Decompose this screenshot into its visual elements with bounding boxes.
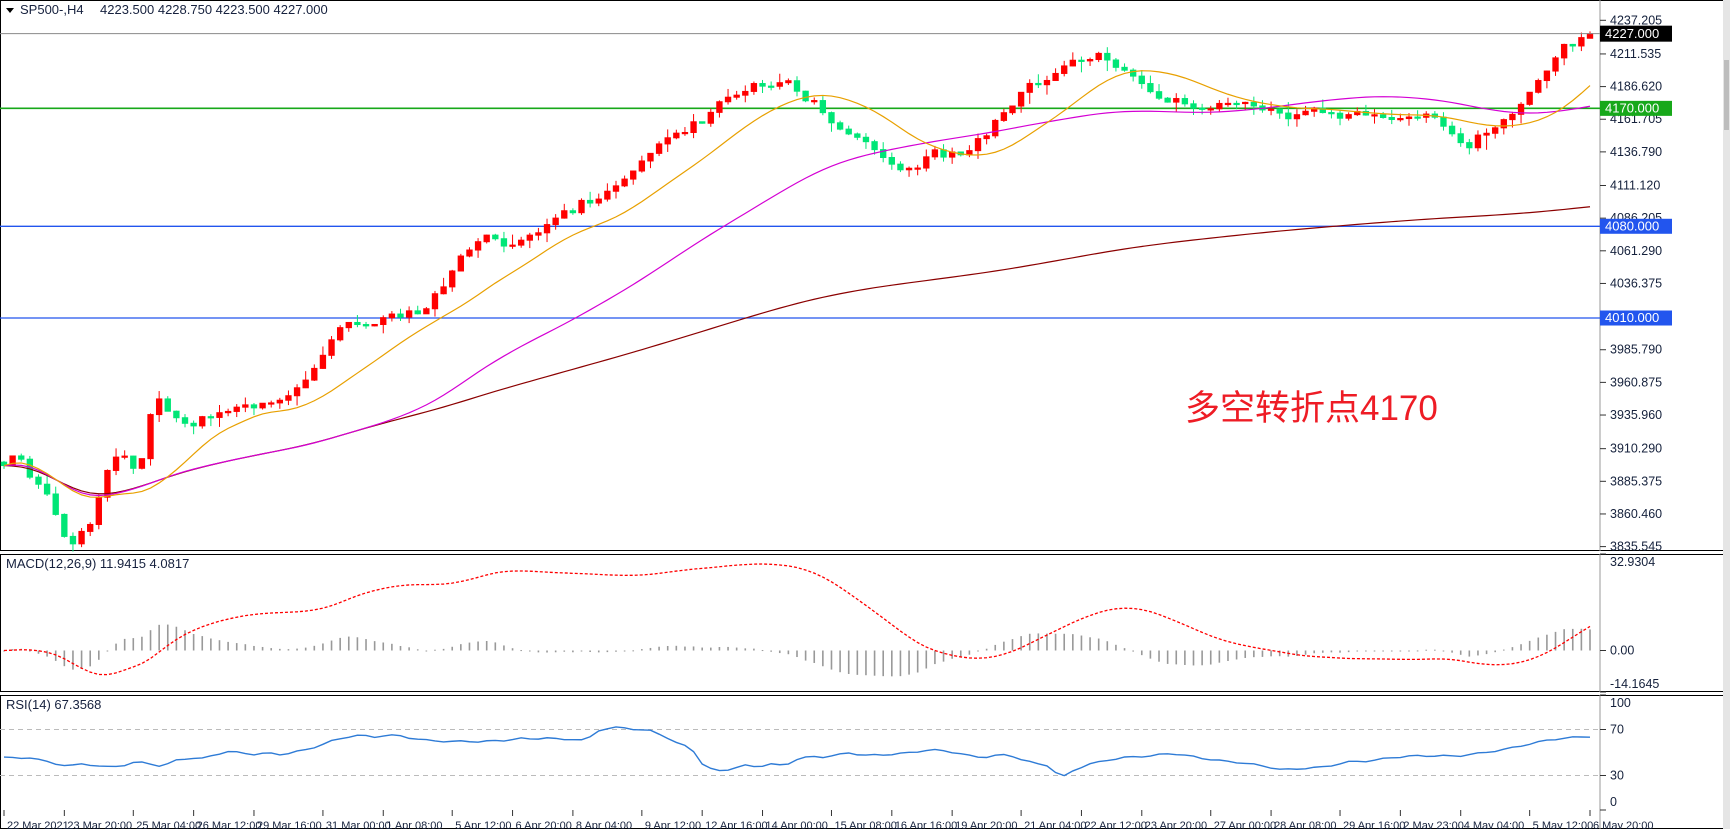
svg-text:4223.500 4228.750 4223.500 422: 4223.500 4228.750 4223.500 4227.000 [100,2,328,17]
svg-text:1 Apr 08:00: 1 Apr 08:00 [386,820,442,829]
svg-text:3885.375: 3885.375 [1610,474,1662,488]
svg-text:4186.620: 4186.620 [1610,80,1662,94]
svg-text:4061.290: 4061.290 [1610,244,1662,258]
svg-text:23 Apr 20:00: 23 Apr 20:00 [1145,820,1207,829]
svg-text:3935.960: 3935.960 [1610,408,1662,422]
svg-text:27 Apr 00:00: 27 Apr 00:00 [1214,820,1276,829]
svg-text:29 Apr 16:00: 29 Apr 16:00 [1343,820,1405,829]
svg-text:6 May 20:00: 6 May 20:00 [1593,820,1654,829]
svg-text:22 Apr 12:00: 22 Apr 12:00 [1084,820,1146,829]
svg-text:14 Apr 00:00: 14 Apr 00:00 [766,820,828,829]
svg-text:22 Mar 2021: 22 Mar 2021 [7,820,69,829]
svg-text:5 May 12:00: 5 May 12:00 [1533,820,1594,829]
svg-text:19 Apr 20:00: 19 Apr 20:00 [955,820,1017,829]
svg-text:4080.000: 4080.000 [1605,218,1659,233]
svg-text:31 Mar 00:00: 31 Mar 00:00 [326,820,391,829]
svg-text:8 Apr 04:00: 8 Apr 04:00 [576,820,632,829]
svg-text:4010.000: 4010.000 [1605,310,1659,325]
svg-text:32.9304: 32.9304 [1610,555,1655,569]
svg-text:4111.120: 4111.120 [1610,179,1660,193]
svg-text:RSI(14) 67.3568: RSI(14) 67.3568 [6,697,101,712]
svg-text:6 Apr 20:00: 6 Apr 20:00 [516,820,572,829]
svg-text:26 Mar 12:00: 26 Mar 12:00 [197,820,262,829]
svg-text:29 Mar 16:00: 29 Mar 16:00 [257,820,322,829]
svg-text:3960.875: 3960.875 [1610,375,1662,389]
svg-text:3835.545: 3835.545 [1610,540,1662,554]
svg-text:4 May 04:00: 4 May 04:00 [1464,820,1525,829]
svg-text:3910.290: 3910.290 [1610,442,1662,456]
svg-text:-14.1645: -14.1645 [1610,677,1659,691]
svg-text:3985.790: 3985.790 [1610,343,1662,357]
svg-text:15 Apr 08:00: 15 Apr 08:00 [834,820,896,829]
svg-text:0: 0 [1610,795,1617,809]
svg-text:9 Apr 12:00: 9 Apr 12:00 [645,820,701,829]
svg-text:25 Mar 04:00: 25 Mar 04:00 [136,820,201,829]
svg-text:4211.535: 4211.535 [1610,47,1661,61]
svg-text:SP500-,H4: SP500-,H4 [20,2,84,17]
svg-text:2 May 23:00: 2 May 23:00 [1403,820,1464,829]
svg-text:5 Apr 12:00: 5 Apr 12:00 [455,820,511,829]
svg-text:MACD(12,26,9) 11.9415 4.0817: MACD(12,26,9) 11.9415 4.0817 [6,556,189,571]
svg-text:23 Mar 20:00: 23 Mar 20:00 [67,820,132,829]
svg-text:4170.000: 4170.000 [1605,100,1659,115]
svg-text:16 Apr 16:00: 16 Apr 16:00 [895,820,957,829]
svg-text:4227.000: 4227.000 [1605,26,1659,41]
svg-text:多空转折点4170: 多空转折点4170 [1185,389,1438,428]
svg-text:12 Apr 16:00: 12 Apr 16:00 [705,820,767,829]
svg-text:21 Apr 04:00: 21 Apr 04:00 [1024,820,1086,829]
svg-text:30: 30 [1610,769,1624,783]
svg-text:100: 100 [1610,696,1631,710]
svg-text:70: 70 [1610,723,1624,737]
svg-text:4136.790: 4136.790 [1610,145,1662,159]
svg-text:4036.375: 4036.375 [1610,276,1662,290]
svg-text:3860.460: 3860.460 [1610,507,1662,521]
svg-text:0.00: 0.00 [1610,643,1634,657]
svg-text:28 Apr 08:00: 28 Apr 08:00 [1274,820,1336,829]
